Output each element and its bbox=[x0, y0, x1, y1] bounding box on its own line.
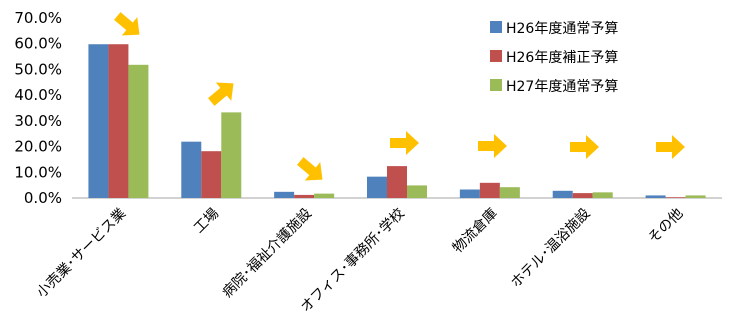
x-tick-label: 小売業･サービス業 bbox=[34, 206, 129, 301]
bar-1-6 bbox=[552, 190, 573, 198]
bar-2-7 bbox=[665, 197, 686, 198]
x-tick-label: 物流倉庫 bbox=[449, 205, 501, 257]
y-tick-label: 10.0% bbox=[14, 163, 62, 181]
bar-3-4 bbox=[407, 185, 427, 198]
y-tick-label: 50.0% bbox=[14, 60, 62, 78]
arrow-down-right-icon bbox=[297, 157, 323, 181]
bar-1-2 bbox=[181, 141, 202, 198]
bar-3-1 bbox=[128, 64, 149, 198]
y-tick-label: 70.0% bbox=[14, 9, 62, 27]
bar-1-5 bbox=[459, 189, 480, 198]
bar-1-7 bbox=[645, 195, 666, 198]
bar-2-1 bbox=[108, 44, 129, 198]
x-tick-label: ホテル･温浴施設 bbox=[508, 206, 594, 292]
legend-swatch bbox=[490, 50, 502, 62]
y-tick-label: 20.0% bbox=[14, 138, 62, 156]
y-tick-label: 60.0% bbox=[14, 35, 62, 53]
legend-swatch bbox=[490, 79, 502, 91]
bar-3-3 bbox=[314, 193, 335, 198]
x-tick-label: 病院･福祉介護施設 bbox=[220, 206, 315, 301]
bar-2-6 bbox=[572, 193, 593, 198]
legend-swatch bbox=[490, 21, 502, 33]
bar-2-5 bbox=[479, 182, 500, 198]
x-tick-label: 工場 bbox=[191, 206, 222, 237]
bar-3-2 bbox=[221, 112, 242, 198]
y-tick-label: 30.0% bbox=[14, 112, 62, 130]
bar-2-2 bbox=[201, 151, 222, 198]
arrow-up-right-icon bbox=[208, 82, 234, 106]
y-tick-label: 0.0% bbox=[24, 189, 62, 207]
arrow-right-icon bbox=[390, 131, 419, 155]
arrow-right-icon bbox=[656, 135, 685, 159]
arrow-right-icon bbox=[478, 134, 507, 158]
y-tick-label: 40.0% bbox=[14, 86, 62, 104]
legend-label: H26年度補正予算 bbox=[506, 50, 618, 66]
bar-1-1 bbox=[88, 44, 109, 198]
x-tick-label: オフィス･事務所･学校 bbox=[297, 205, 408, 316]
arrow-down-right-icon bbox=[114, 12, 140, 36]
bar-3-5 bbox=[499, 187, 520, 198]
bar-2-4 bbox=[387, 166, 407, 198]
bar-3-7 bbox=[685, 195, 706, 198]
bar-2-3 bbox=[294, 194, 315, 198]
bar-1-3 bbox=[274, 191, 295, 198]
arrow-right-icon bbox=[570, 135, 599, 159]
bar-1-4 bbox=[367, 176, 387, 198]
bar-3-6 bbox=[592, 192, 613, 198]
x-tick-label: その他 bbox=[645, 206, 686, 247]
legend-box bbox=[480, 10, 694, 98]
legend-label: H27年度通常予算 bbox=[506, 79, 618, 95]
legend-label: H26年度通常予算 bbox=[506, 21, 618, 37]
